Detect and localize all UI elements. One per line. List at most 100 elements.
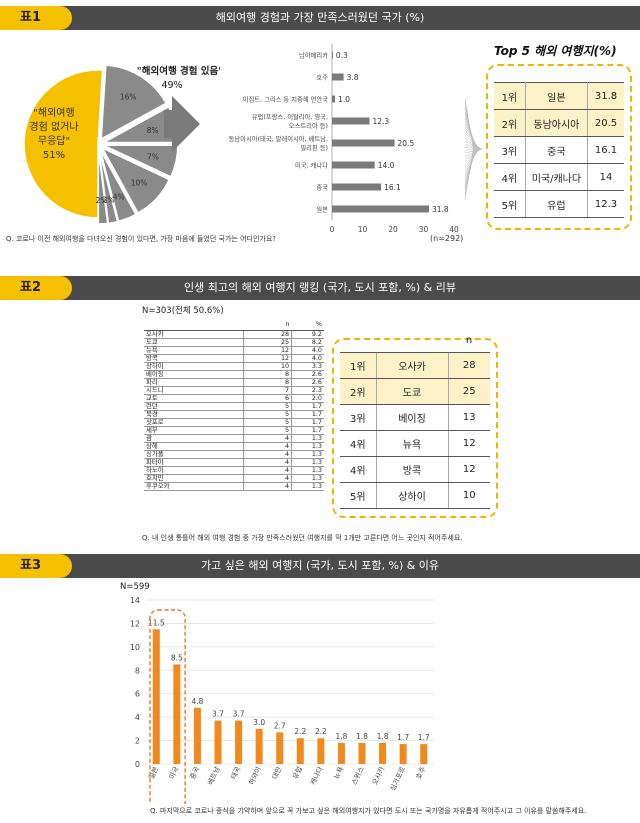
city-count: 4 <box>242 442 293 451</box>
y-tick-label: 12 <box>130 619 140 628</box>
rank-value: 12 <box>448 429 490 457</box>
ranking-row: 3위 베이징 13 <box>340 403 490 431</box>
exp-label: "해외여행 경험 있음" <box>137 65 220 77</box>
value-label: 4.8 <box>191 697 203 706</box>
city-name: 싱가폴 <box>144 450 243 459</box>
city-pct: 9.2 <box>291 330 324 339</box>
table-row: 오사카 28 9.2 <box>144 330 324 339</box>
city-count: 4 <box>242 434 293 443</box>
panel-tag: 표3 <box>0 554 72 578</box>
exp-pct: 49% <box>161 80 182 91</box>
rank-value: 28 <box>448 351 490 379</box>
city-count: 5 <box>242 426 293 435</box>
panel-table2: 표2 인생 최고의 해외 여행지 랭킹 (국가, 도시 포함, %) & 리뷰 … <box>0 276 640 546</box>
table-row: 세부 5 1.7 <box>144 426 324 435</box>
category-label: 중국 <box>316 184 328 192</box>
funnel-decoration <box>464 97 483 200</box>
x-category-label: 호주 <box>415 765 428 781</box>
panel-table3: 표3 가고 싶은 해외 여행지 (국가, 도시 포함, %) & 이유 N=59… <box>0 554 640 823</box>
city-count: 10 <box>242 362 293 371</box>
city-count: 5 <box>242 418 293 427</box>
rank-label: 4위 <box>340 455 377 483</box>
x-category-label: 유럽 <box>290 765 304 780</box>
city-pct: 3.3 <box>291 362 324 371</box>
x-category-label: 캐나다 <box>308 765 325 787</box>
table-row: 상하이 10 3.3 <box>144 362 324 371</box>
rank-value: 25 <box>448 377 490 405</box>
panel-header: 표2 인생 최고의 해외 여행지 랭킹 (국가, 도시 포함, %) & 리뷰 <box>0 276 640 300</box>
destination-name: 중국 <box>525 136 589 164</box>
city-pct: 2.6 <box>291 378 324 387</box>
value-label: 1.8 <box>356 732 368 741</box>
city-name: 파리 <box>144 378 243 387</box>
bar <box>332 73 344 81</box>
top5-title: Top 5 해외 여행지(%) <box>494 44 617 58</box>
x-category-label: 뉴욕 <box>333 765 346 781</box>
city-name: 상하이 <box>144 362 243 371</box>
city-name: 교토 <box>144 394 243 403</box>
rank-label: 1위 <box>494 82 526 110</box>
rank-value: 20.5 <box>587 109 624 137</box>
highlight-box <box>149 609 186 804</box>
x-category-label: 미국 <box>167 765 181 781</box>
city-name: 후쿠오카 <box>144 482 243 491</box>
city-name: 방콕 <box>144 354 243 363</box>
value-label: 3.0 <box>253 718 265 727</box>
city-name: 괌 <box>144 434 243 443</box>
city-count: 5 <box>242 410 293 419</box>
question-note: Q. 마지막으로 코로나 종식을 기약하며 앞으로 꼭 가보고 싶은 해외여행지… <box>150 807 587 815</box>
ranking-col-n: n <box>448 330 490 353</box>
city-count: 7 <box>242 386 293 395</box>
rank-label: 4위 <box>340 429 377 457</box>
city-name: 상해 <box>144 442 243 451</box>
rank-label: 4위 <box>494 163 526 191</box>
value-label: 3.7 <box>233 710 245 719</box>
y-tick-label: 4 <box>135 713 140 722</box>
city-count: 6 <box>242 394 293 403</box>
no-exp-pct: 51% <box>43 150 65 161</box>
bar <box>235 720 243 764</box>
value-label: 0.3 <box>336 51 348 60</box>
pie-slice-label: 10% <box>131 179 148 188</box>
city-pct: 1.7 <box>291 410 324 419</box>
bar <box>358 742 366 764</box>
x-tick-label: 10 <box>358 225 368 234</box>
pie-arrow <box>164 96 200 152</box>
table-row: 시드니 7 2.3 <box>144 386 324 395</box>
bar <box>332 117 370 125</box>
city-name: 하노이 <box>144 466 243 475</box>
city-pct: 1.3 <box>291 466 324 475</box>
bar <box>255 728 263 764</box>
x-category-label: 스위스 <box>350 765 366 786</box>
bar <box>399 744 407 764</box>
bar <box>332 139 395 147</box>
panel-tag: 표1 <box>0 6 72 30</box>
ranking-row: 4위 방콕 12 <box>340 455 490 483</box>
city-pct: 1.7 <box>291 402 324 411</box>
value-label: 1.7 <box>397 733 409 742</box>
bar <box>332 183 382 191</box>
x-tick-label: 30 <box>419 225 429 234</box>
city-pct: 1.3 <box>291 482 324 491</box>
city-count: 4 <box>242 458 293 467</box>
rank-value: 14 <box>587 163 624 191</box>
rank-label: 1위 <box>340 351 377 379</box>
city-name: 오사카 <box>144 330 243 339</box>
pie-slice-label: 2% <box>96 196 108 205</box>
pie-slice-experience-5 <box>99 149 137 223</box>
pie-chart: "해외여행 경험 없거나 무응답" 51% "해외여행 경험 있음" 49% 1… <box>23 64 220 225</box>
top5-row: 5위 유럽 12.3 <box>494 190 624 218</box>
bar <box>332 161 375 169</box>
city-name: 삿포로 <box>144 418 243 427</box>
city-pct: 2.3 <box>291 386 324 395</box>
y-tick-label: 10 <box>130 643 140 652</box>
table-row: 베이징 8 2.6 <box>144 370 324 379</box>
destination-name: 일본 <box>525 82 589 110</box>
panel-title: 가고 싶은 해외 여행지 (국가, 도시 포함, %) & 이유 <box>200 559 440 572</box>
bar <box>332 51 333 59</box>
no-exp-label-2: 경험 없거나 <box>29 120 78 133</box>
value-label: 8.5 <box>171 653 183 662</box>
table-row: 북경 5 1.7 <box>144 410 324 419</box>
destination-name: 방콕 <box>376 455 449 483</box>
city-pct: 1.3 <box>291 458 324 467</box>
